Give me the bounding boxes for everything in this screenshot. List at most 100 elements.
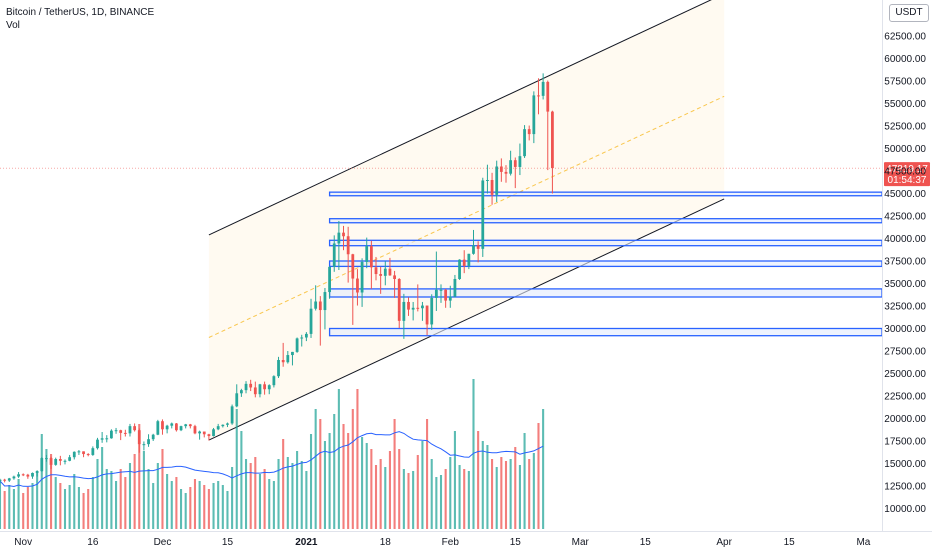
candle bbox=[17, 472, 20, 478]
candle-countdown: 01:54:37 bbox=[888, 175, 927, 186]
volume-bar bbox=[184, 493, 187, 529]
volume-bar bbox=[263, 469, 266, 529]
volume-bar bbox=[347, 433, 350, 529]
candle bbox=[96, 437, 99, 450]
candle bbox=[249, 379, 253, 392]
volume-bar bbox=[45, 449, 48, 529]
candle bbox=[68, 454, 72, 462]
volume-bar bbox=[416, 455, 419, 529]
volume-bar bbox=[365, 443, 368, 529]
price-zone[interactable] bbox=[328, 288, 883, 298]
price-tick-label: 22500.00 bbox=[884, 392, 926, 403]
price-tick-label: 47500.00 bbox=[884, 167, 926, 178]
candle bbox=[383, 261, 387, 286]
time-tick-label: Mar bbox=[572, 537, 590, 548]
candle bbox=[235, 384, 239, 408]
volume-bar bbox=[393, 419, 396, 529]
time-axis[interactable]: Nov 16 Dec 15 2021 18 Feb 15 Mar 15 Apr 15 Ma bbox=[0, 531, 932, 549]
volume-bar bbox=[282, 439, 285, 529]
volume-bar bbox=[193, 479, 197, 529]
volume-bar bbox=[379, 459, 382, 529]
price-zone[interactable] bbox=[328, 327, 883, 337]
candle bbox=[156, 419, 160, 436]
time-tick-label: 15 bbox=[510, 537, 522, 548]
candle bbox=[318, 296, 322, 346]
volume-bar bbox=[189, 487, 192, 529]
candle bbox=[356, 269, 359, 306]
price-tick-label: 30000.00 bbox=[884, 324, 926, 335]
price-tick-label: 60000.00 bbox=[884, 54, 926, 65]
volume-bar bbox=[337, 389, 340, 529]
channel-lower-line[interactable] bbox=[208, 198, 725, 441]
volume-bar bbox=[235, 409, 238, 529]
candle bbox=[161, 419, 164, 435]
candle bbox=[518, 143, 522, 176]
candle bbox=[328, 266, 331, 299]
candle bbox=[207, 433, 211, 441]
volume-bar bbox=[54, 477, 57, 529]
volume-bars bbox=[0, 379, 545, 529]
candle bbox=[151, 433, 155, 441]
symbol-title[interactable]: Bitcoin / TetherUS, 1D, BINANCE bbox=[6, 7, 155, 18]
price-zone[interactable] bbox=[328, 260, 883, 268]
candle bbox=[444, 288, 448, 308]
candle bbox=[546, 80, 550, 171]
price-tick-label: 10000.00 bbox=[884, 504, 926, 515]
price-tick-label: 12500.00 bbox=[884, 482, 926, 493]
volume-bar bbox=[495, 467, 498, 529]
candle bbox=[175, 423, 178, 432]
candle bbox=[198, 430, 202, 440]
volume-bar bbox=[412, 471, 415, 529]
volume-bar bbox=[68, 485, 71, 529]
price-zone[interactable] bbox=[328, 239, 883, 247]
channel-upper-line[interactable] bbox=[208, 0, 724, 236]
volume-indicator-label[interactable]: Vol bbox=[6, 20, 20, 31]
candle bbox=[7, 477, 11, 482]
volume-bar bbox=[300, 461, 303, 529]
volume-bar bbox=[449, 457, 452, 529]
currency-unit-badge[interactable]: USDT bbox=[889, 4, 929, 22]
volume-bar bbox=[73, 474, 76, 529]
candle bbox=[142, 441, 146, 451]
candle bbox=[342, 225, 345, 251]
price-zone[interactable] bbox=[328, 191, 883, 197]
candle bbox=[314, 285, 318, 311]
price-axis[interactable]: 62500.00 60000.00 57500.00 55000.00 52500.00… bbox=[882, 0, 927, 531]
candle bbox=[184, 423, 188, 429]
chart-legend: Bitcoin / TetherUS, 1D, BINANCE Vol bbox=[6, 6, 154, 32]
volume-bar bbox=[402, 469, 405, 529]
volume-bar bbox=[156, 463, 159, 529]
candle bbox=[35, 470, 39, 477]
candle bbox=[244, 381, 248, 394]
candle bbox=[82, 451, 85, 458]
volume-bar bbox=[472, 379, 475, 529]
volume-bar bbox=[444, 469, 447, 529]
price-zone[interactable] bbox=[328, 218, 883, 224]
candle bbox=[458, 259, 461, 280]
candle bbox=[504, 165, 508, 183]
volume-bar bbox=[0, 481, 2, 529]
volume-bar bbox=[138, 424, 141, 529]
candle bbox=[114, 427, 118, 434]
volume-bar bbox=[458, 465, 461, 529]
candle bbox=[170, 422, 174, 429]
candle bbox=[202, 431, 206, 438]
candle bbox=[495, 160, 499, 203]
candle bbox=[486, 164, 489, 194]
time-tick-label: Apr bbox=[716, 537, 732, 548]
price-tick-label: 57500.00 bbox=[884, 77, 926, 88]
candle bbox=[407, 297, 410, 316]
candle bbox=[133, 423, 137, 432]
volume-bar bbox=[384, 467, 387, 529]
candle bbox=[291, 351, 294, 366]
volume-bar bbox=[40, 434, 43, 529]
candle bbox=[128, 423, 132, 437]
volume-bar bbox=[435, 477, 438, 529]
candle bbox=[499, 158, 503, 182]
candle bbox=[77, 450, 81, 455]
candle bbox=[86, 453, 90, 457]
volume-bar bbox=[152, 483, 155, 529]
volume-bar bbox=[82, 493, 85, 529]
